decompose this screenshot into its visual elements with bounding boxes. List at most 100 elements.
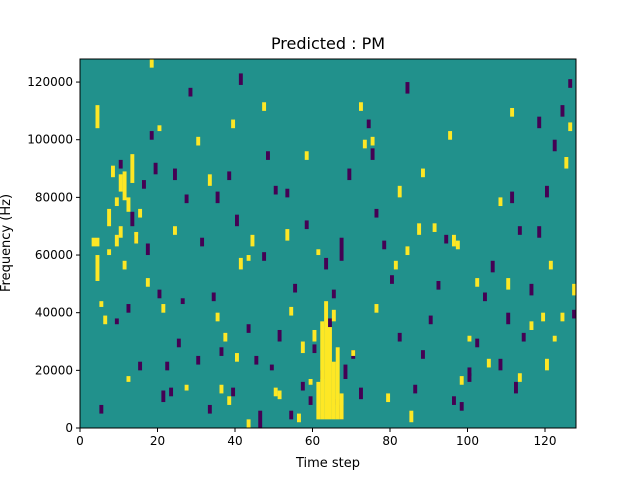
low-cell (343, 364, 348, 379)
low-cell (514, 381, 518, 394)
high-cell (122, 260, 127, 270)
low-cell (452, 396, 456, 405)
y-tick-label: 40000 (35, 306, 73, 320)
y-tick-label: 80000 (35, 190, 73, 204)
low-cell (382, 240, 387, 250)
high-cell (417, 223, 422, 235)
high-cell (459, 376, 464, 385)
high-cell (138, 208, 143, 218)
x-axis: 0 20 40 60 80 100 120 (76, 428, 556, 448)
x-axis-label: Time step (295, 456, 360, 471)
high-cell (374, 304, 379, 313)
high-cell (111, 165, 115, 178)
low-cell (126, 304, 131, 313)
plot-frame (79, 58, 577, 429)
high-cell (99, 301, 104, 307)
low-cell (207, 404, 212, 414)
high-cell (246, 255, 251, 261)
high-cell (300, 341, 305, 354)
high-cell (273, 387, 278, 397)
high-cell (545, 358, 549, 371)
low-cell (328, 318, 332, 328)
x-tick-label: 60 (305, 434, 320, 448)
low-cell (339, 237, 344, 261)
high-cell (118, 226, 123, 238)
low-cell (405, 82, 410, 94)
low-cell (231, 387, 236, 397)
high-cell (126, 197, 131, 212)
high-cell (161, 304, 166, 313)
high-cell (548, 260, 553, 270)
high-cell (114, 197, 119, 207)
low-cell (300, 381, 305, 391)
low-cell (390, 275, 394, 284)
low-cell (347, 168, 352, 181)
y-axis-label: Frequency (Hz) (0, 194, 14, 292)
high-cell (308, 378, 313, 385)
low-cell (359, 387, 363, 400)
low-cell (188, 87, 193, 97)
low-cell (196, 355, 201, 365)
high-cell (95, 237, 100, 247)
high-cell (219, 384, 224, 394)
low-cell (374, 208, 379, 218)
low-cell (235, 214, 239, 227)
low-cell (153, 162, 158, 175)
high-cell (331, 361, 336, 420)
high-cell (215, 312, 220, 322)
high-cell (506, 278, 511, 290)
high-cell (397, 185, 402, 198)
high-cell (126, 376, 131, 382)
chart-title: Predicted : PM (271, 34, 385, 53)
high-cell (103, 315, 108, 325)
low-cell (219, 347, 224, 356)
x-tick-label: 20 (150, 434, 165, 448)
low-cell (246, 324, 251, 333)
low-cell (436, 280, 441, 290)
high-cell (227, 396, 232, 405)
low-cell (266, 151, 270, 160)
high-cell (370, 136, 375, 146)
heatmap-cells (80, 59, 577, 428)
high-cell (114, 234, 119, 247)
high-cell (475, 278, 480, 287)
x-tick-label: 40 (227, 434, 242, 448)
low-cell (568, 79, 573, 88)
low-cell (506, 312, 511, 325)
low-cell (545, 185, 549, 198)
high-cell (184, 384, 189, 391)
low-cell (498, 358, 503, 371)
low-cell (169, 387, 174, 397)
x-tick-label: 100 (456, 434, 479, 448)
high-cell (207, 174, 212, 186)
high-cell (196, 136, 201, 146)
high-cell (448, 131, 453, 140)
high-cell (529, 321, 534, 330)
low-cell (560, 105, 565, 117)
low-cell (324, 257, 329, 270)
low-cell (142, 180, 146, 189)
high-cell (467, 335, 472, 342)
high-cell (486, 358, 491, 368)
high-cell (289, 306, 294, 316)
low-cell (413, 384, 418, 394)
low-cell (130, 211, 135, 227)
low-cell (118, 159, 123, 169)
low-cell (510, 191, 515, 204)
high-cell (324, 301, 329, 420)
low-cell (273, 185, 278, 195)
high-cell (452, 234, 456, 247)
high-cell (432, 223, 437, 232)
low-cell (293, 283, 298, 293)
low-cell (444, 234, 449, 244)
low-cell (211, 292, 216, 302)
y-tick-label: 100000 (27, 133, 73, 147)
high-cell (238, 257, 243, 270)
low-cell (157, 289, 162, 299)
high-cell (517, 373, 522, 382)
low-cell (467, 373, 472, 382)
low-cell (138, 361, 143, 371)
high-cell (107, 208, 112, 227)
y-axis: 0 20000 40000 60000 80000 100000 120000 (27, 75, 80, 435)
